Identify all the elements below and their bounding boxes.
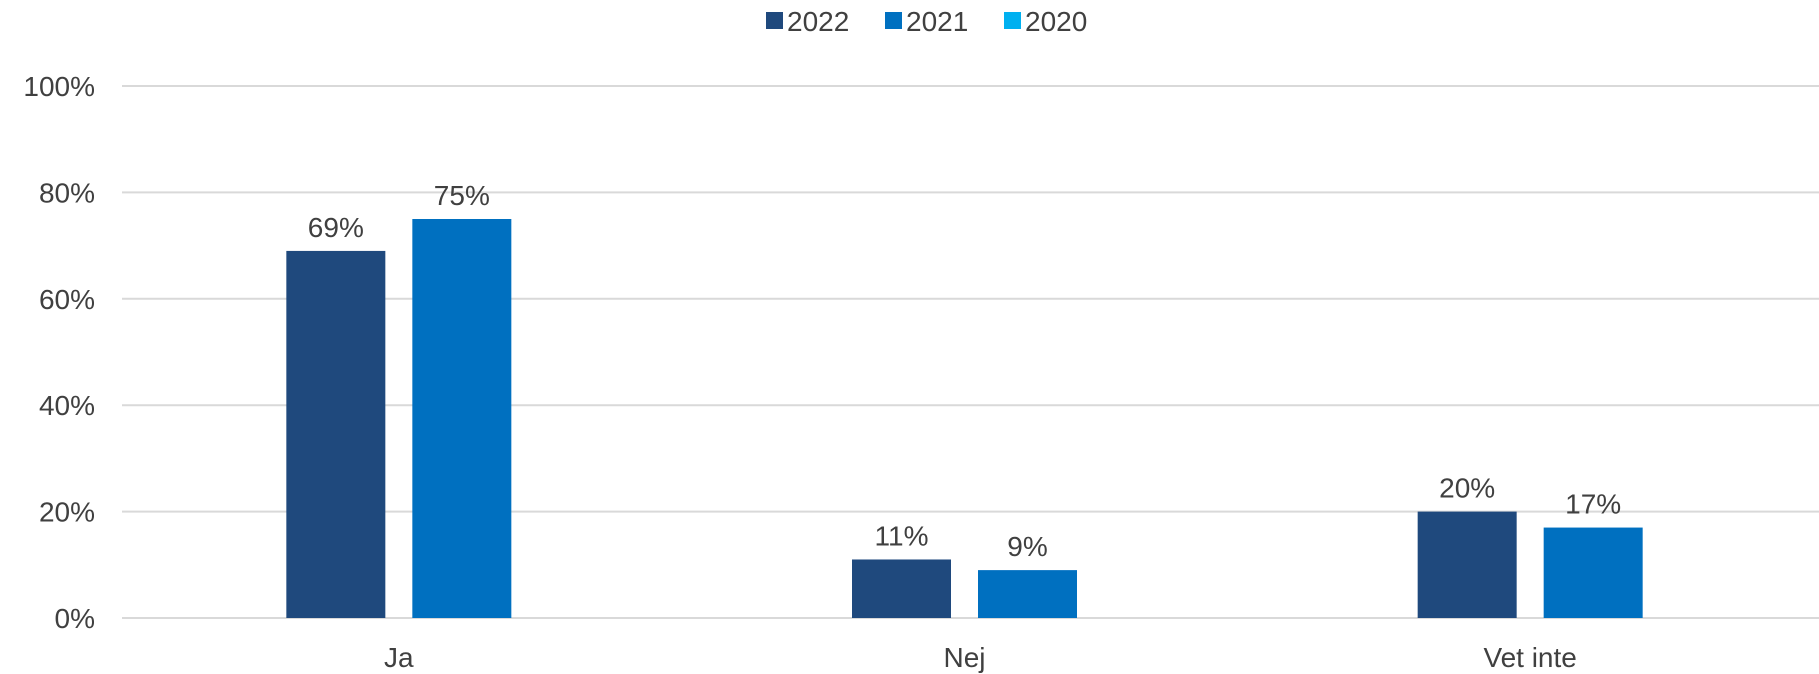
data-label: 69% bbox=[308, 212, 364, 243]
y-tick-label: 20% bbox=[39, 497, 95, 528]
data-label: 20% bbox=[1439, 473, 1495, 504]
y-tick-label: 0% bbox=[55, 603, 95, 634]
data-label: 17% bbox=[1565, 489, 1621, 520]
bar-2022-ja bbox=[286, 250, 386, 619]
data-label: 9% bbox=[1007, 531, 1047, 562]
bar-2021-ja bbox=[412, 219, 512, 618]
bar-2021-nej bbox=[978, 570, 1077, 618]
y-tick-label: 40% bbox=[39, 390, 95, 421]
gridlines bbox=[122, 85, 1819, 619]
legend-label: 2022 bbox=[787, 6, 849, 37]
data-label: 75% bbox=[434, 180, 490, 211]
data-labels: 69% 75% 11% 9% 20% 17% bbox=[308, 180, 1621, 562]
bars bbox=[286, 219, 1643, 619]
x-tick-label: Ja bbox=[384, 642, 414, 673]
legend-swatch-2021 bbox=[885, 12, 902, 29]
data-label: 11% bbox=[875, 520, 929, 551]
bar-2021-vet-inte bbox=[1543, 527, 1643, 618]
y-tick-label: 80% bbox=[39, 177, 95, 208]
bar-2022-nej bbox=[852, 559, 951, 618]
y-axis: 0% 20% 40% 60% 80% 100% bbox=[23, 71, 95, 634]
chart-legend: 2022 2021 2020 bbox=[766, 6, 1087, 37]
legend-label: 2020 bbox=[1025, 6, 1087, 37]
legend-label: 2021 bbox=[906, 6, 968, 37]
x-tick-label: Nej bbox=[943, 642, 985, 673]
y-tick-label: 100% bbox=[23, 71, 95, 102]
legend-swatch-2020 bbox=[1004, 12, 1021, 29]
x-axis: Ja Nej Vet inte bbox=[384, 642, 1577, 673]
legend-swatch-2022 bbox=[766, 12, 783, 29]
x-tick-label: Vet inte bbox=[1483, 642, 1576, 673]
y-tick-label: 60% bbox=[39, 284, 95, 315]
bar-2022-vet-inte bbox=[1417, 511, 1517, 618]
